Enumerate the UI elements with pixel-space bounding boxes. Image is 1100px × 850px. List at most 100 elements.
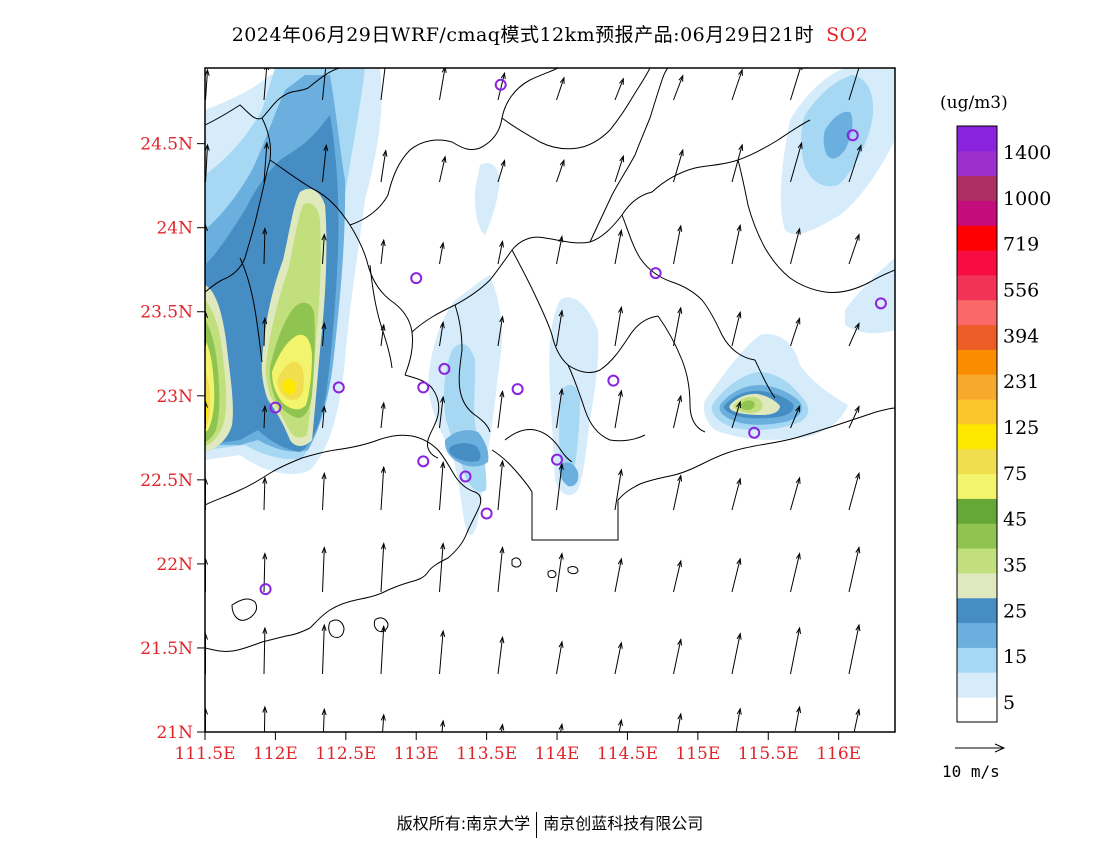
wind-reference-arrowhead xyxy=(994,743,1006,753)
station-markers xyxy=(259,78,887,596)
legend-label: 719 xyxy=(1003,234,1039,256)
legend-color-swatch xyxy=(957,597,997,624)
wind-arrow xyxy=(790,552,801,593)
monitoring-station-marker xyxy=(511,383,524,396)
wind-arrow xyxy=(731,477,742,511)
lat-tick-label: 21.5N xyxy=(140,639,193,659)
plot-frame xyxy=(204,67,896,733)
wind-arrow xyxy=(439,629,446,675)
wind-arrow xyxy=(848,322,860,347)
legend-label: 231 xyxy=(1003,371,1039,393)
lon-tick-label: 113.5E xyxy=(456,744,517,764)
wind-arrow xyxy=(439,395,446,429)
wind-arrow xyxy=(735,707,742,732)
wind-arrow xyxy=(673,559,682,593)
footer-separator xyxy=(536,811,538,838)
lon-tick-label: 113E xyxy=(394,744,439,764)
legend-color-swatch xyxy=(957,126,997,152)
lat-tick-label: 22.5N xyxy=(140,471,193,491)
wind-arrow xyxy=(322,68,327,101)
wind-arrow xyxy=(497,389,505,429)
wind-arrow xyxy=(790,626,802,675)
wind-arrow xyxy=(848,545,861,593)
wind-arrow xyxy=(558,722,564,732)
wind-arrow xyxy=(556,462,564,511)
admin-boundaries xyxy=(205,68,895,459)
legend-color-swatch xyxy=(957,548,997,574)
wind-arrow xyxy=(614,77,624,101)
lat-tick-label: 22N xyxy=(156,555,193,575)
wind-reference-label: 10 m/s xyxy=(942,762,1000,781)
legend-color-swatch xyxy=(957,324,997,350)
wind-arrow xyxy=(262,626,268,675)
wind-arrow xyxy=(848,144,862,183)
lat-tick-label: 21N xyxy=(156,723,193,743)
legend-swatches xyxy=(956,125,998,723)
monitoring-station-marker xyxy=(269,401,282,414)
wind-arrow xyxy=(731,557,742,593)
legend-color-swatch xyxy=(957,349,997,375)
wind-arrow xyxy=(673,306,683,347)
lon-tick-label: 114.5E xyxy=(597,744,658,764)
lon-tick-label: 116E xyxy=(816,744,861,764)
wind-arrow xyxy=(380,713,386,732)
wind-arrow xyxy=(497,315,505,347)
monitoring-station-marker xyxy=(494,78,507,91)
wind-arrow xyxy=(614,154,625,183)
monitoring-station-marker xyxy=(410,272,423,285)
monitoring-station-marker xyxy=(607,374,620,387)
wind-arrow xyxy=(556,309,564,347)
monitoring-station-marker xyxy=(649,267,662,280)
wind-arrow xyxy=(439,155,447,183)
wind-arrow xyxy=(497,635,505,675)
legend-label: 5 xyxy=(1003,692,1015,714)
legend-color-swatch xyxy=(957,672,997,698)
wind-arrow xyxy=(848,405,860,429)
wind-arrow xyxy=(614,557,623,593)
wind-arrow xyxy=(321,405,327,429)
wind-arrow xyxy=(439,320,445,347)
wind-arrow xyxy=(499,723,505,732)
wind-arrow xyxy=(790,227,801,265)
monitoring-station-marker xyxy=(417,455,430,468)
wind-arrow xyxy=(556,235,564,265)
wind-arrow xyxy=(262,316,268,347)
wind-arrow xyxy=(556,552,564,593)
legend-color-swatch xyxy=(957,275,997,301)
monitoring-station-marker xyxy=(459,470,472,483)
monitoring-station-marker xyxy=(417,381,430,394)
wind-arrow xyxy=(673,638,683,675)
legend-color-swatch xyxy=(957,175,997,201)
company-text: 南京创蓝科技有限公司 xyxy=(543,814,704,833)
legend-color-swatch xyxy=(957,498,997,524)
wind-arrow xyxy=(731,143,744,183)
wind-arrow xyxy=(790,141,803,183)
wind-arrow xyxy=(321,707,327,732)
concentration-field xyxy=(205,68,895,535)
legend-color-swatch xyxy=(957,299,997,326)
wind-arrow xyxy=(614,468,624,511)
wind-arrow xyxy=(262,476,268,511)
wind-arrow xyxy=(205,68,210,101)
wind-arrow xyxy=(614,305,623,347)
contour-25-ne xyxy=(823,111,853,159)
wind-arrow xyxy=(677,712,683,732)
wind-arrow xyxy=(497,71,506,101)
contour-90-west xyxy=(205,334,312,432)
species-label: SO2 xyxy=(826,24,869,46)
wind-arrow xyxy=(497,459,505,511)
wind-arrow xyxy=(848,233,860,265)
wind-arrow xyxy=(380,542,386,593)
wind-arrow xyxy=(790,404,801,429)
legend-label: 15 xyxy=(1003,646,1027,668)
wind-arrow xyxy=(673,474,683,511)
wind-arrow xyxy=(439,542,446,593)
wind-arrow xyxy=(380,624,386,675)
legend-label: 556 xyxy=(1003,280,1039,302)
legend-color-swatch xyxy=(957,399,997,425)
wind-arrow xyxy=(322,143,329,183)
map-title: 2024年06月29日WRF/cmaq模式12km预报产品:06月29日21时 S… xyxy=(0,20,1100,47)
wind-arrow xyxy=(497,159,506,183)
